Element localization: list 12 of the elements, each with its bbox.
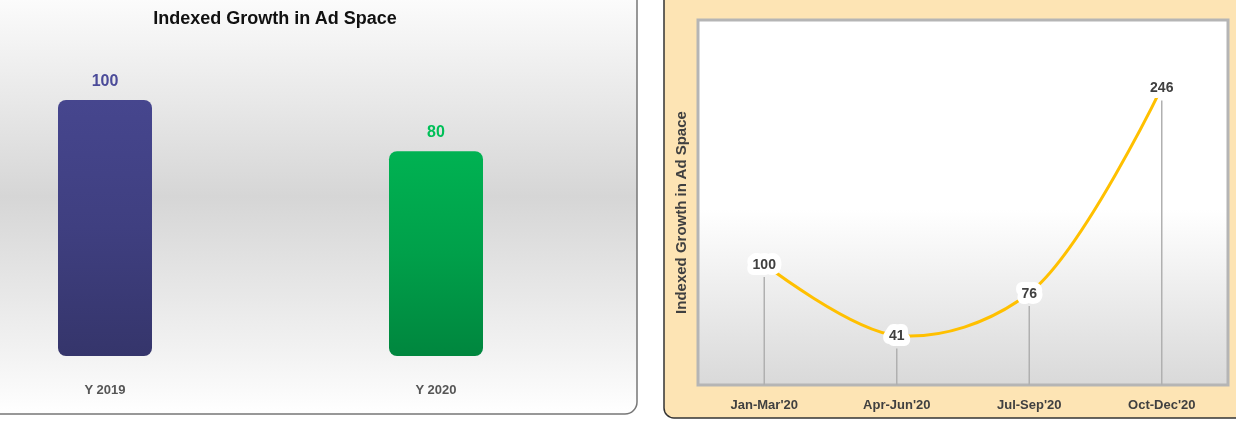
x-tick-label: Jan-Mar'20: [730, 397, 798, 412]
x-tick-label: Jul-Sep'20: [996, 397, 1062, 412]
x-tick-label: Y 2020: [415, 382, 457, 397]
x-tick-label: Y 2019: [84, 382, 126, 397]
x-tick-label: Oct-Dec'20: [1128, 397, 1196, 412]
data-label: 100: [752, 256, 777, 273]
x-tick-label: Apr-Jun'20: [863, 397, 931, 412]
data-label: 100: [91, 72, 119, 89]
y-axis-title: Indexed Growth in Ad Space: [672, 111, 689, 314]
data-label: 80: [427, 123, 445, 141]
chart-title: Indexed Growth in Ad Space: [153, 8, 397, 28]
data-label: 246: [1150, 79, 1174, 96]
